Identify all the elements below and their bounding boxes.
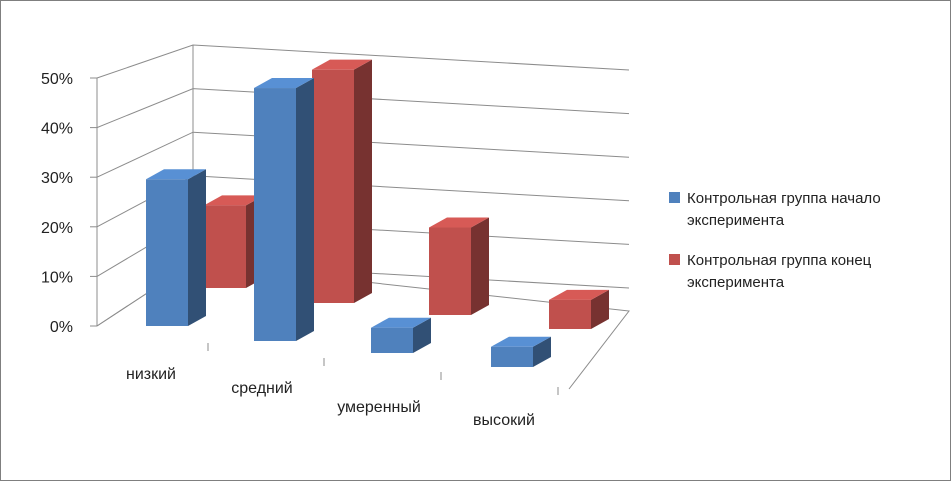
y-tick-label: 30% <box>41 170 73 187</box>
bar-top <box>312 59 372 70</box>
bar-front <box>549 299 591 329</box>
x-axis-categories: низкий средний умеренный высокий <box>126 343 559 429</box>
bar-средний-end <box>312 59 372 304</box>
y-tick-label: 0% <box>50 319 73 336</box>
legend-label: Контрольная группа начало эксперимента <box>687 190 881 229</box>
bar-side <box>354 59 372 304</box>
legend-swatch <box>669 192 680 203</box>
bar-side <box>296 78 314 341</box>
bar-side <box>471 217 489 315</box>
bar-top <box>371 317 431 328</box>
y-tick-label: 20% <box>41 220 73 237</box>
bar-side <box>188 169 206 326</box>
bars <box>146 59 609 367</box>
bar-top <box>204 195 264 206</box>
bar-top <box>491 336 551 347</box>
bar-умеренный-start <box>371 317 431 353</box>
gridline <box>96 88 630 129</box>
y-axis-ticks: 0% 10% 20% 30% 40% 50% <box>41 71 97 336</box>
bar-front <box>429 227 471 315</box>
bar-side <box>533 336 551 367</box>
bar-низкий-start <box>146 169 206 326</box>
bar-top <box>146 169 206 180</box>
legend: Контрольная группа начало эксперимента Кон… <box>669 190 881 291</box>
y-tick-label: 10% <box>41 269 73 286</box>
bar-умеренный-end <box>429 217 489 315</box>
bar-top <box>429 217 489 228</box>
legend-swatch <box>669 254 680 265</box>
gridline <box>96 44 630 79</box>
bar-side <box>413 317 431 353</box>
y-tick-label: 50% <box>41 71 73 88</box>
bar-front <box>204 205 246 288</box>
category-label: низкий <box>126 366 176 383</box>
bar-top <box>549 289 609 300</box>
category-label: умеренный <box>337 399 421 416</box>
bar-top <box>254 78 314 89</box>
bar-front <box>254 88 296 341</box>
y-tick-label: 40% <box>41 121 73 138</box>
bar-средний-start <box>254 78 314 341</box>
category-label: средний <box>231 380 293 397</box>
bar-front <box>146 179 188 326</box>
bar-side <box>591 289 609 329</box>
bar-front <box>312 69 354 303</box>
bar-высокий-end <box>549 289 609 329</box>
bar-высокий-start <box>491 336 551 367</box>
bar-front <box>491 346 533 367</box>
category-label: высокий <box>473 412 535 429</box>
gridline <box>96 131 630 178</box>
legend-label: Контрольная группа конец эксперимента <box>687 252 872 291</box>
bar-front <box>371 327 413 353</box>
